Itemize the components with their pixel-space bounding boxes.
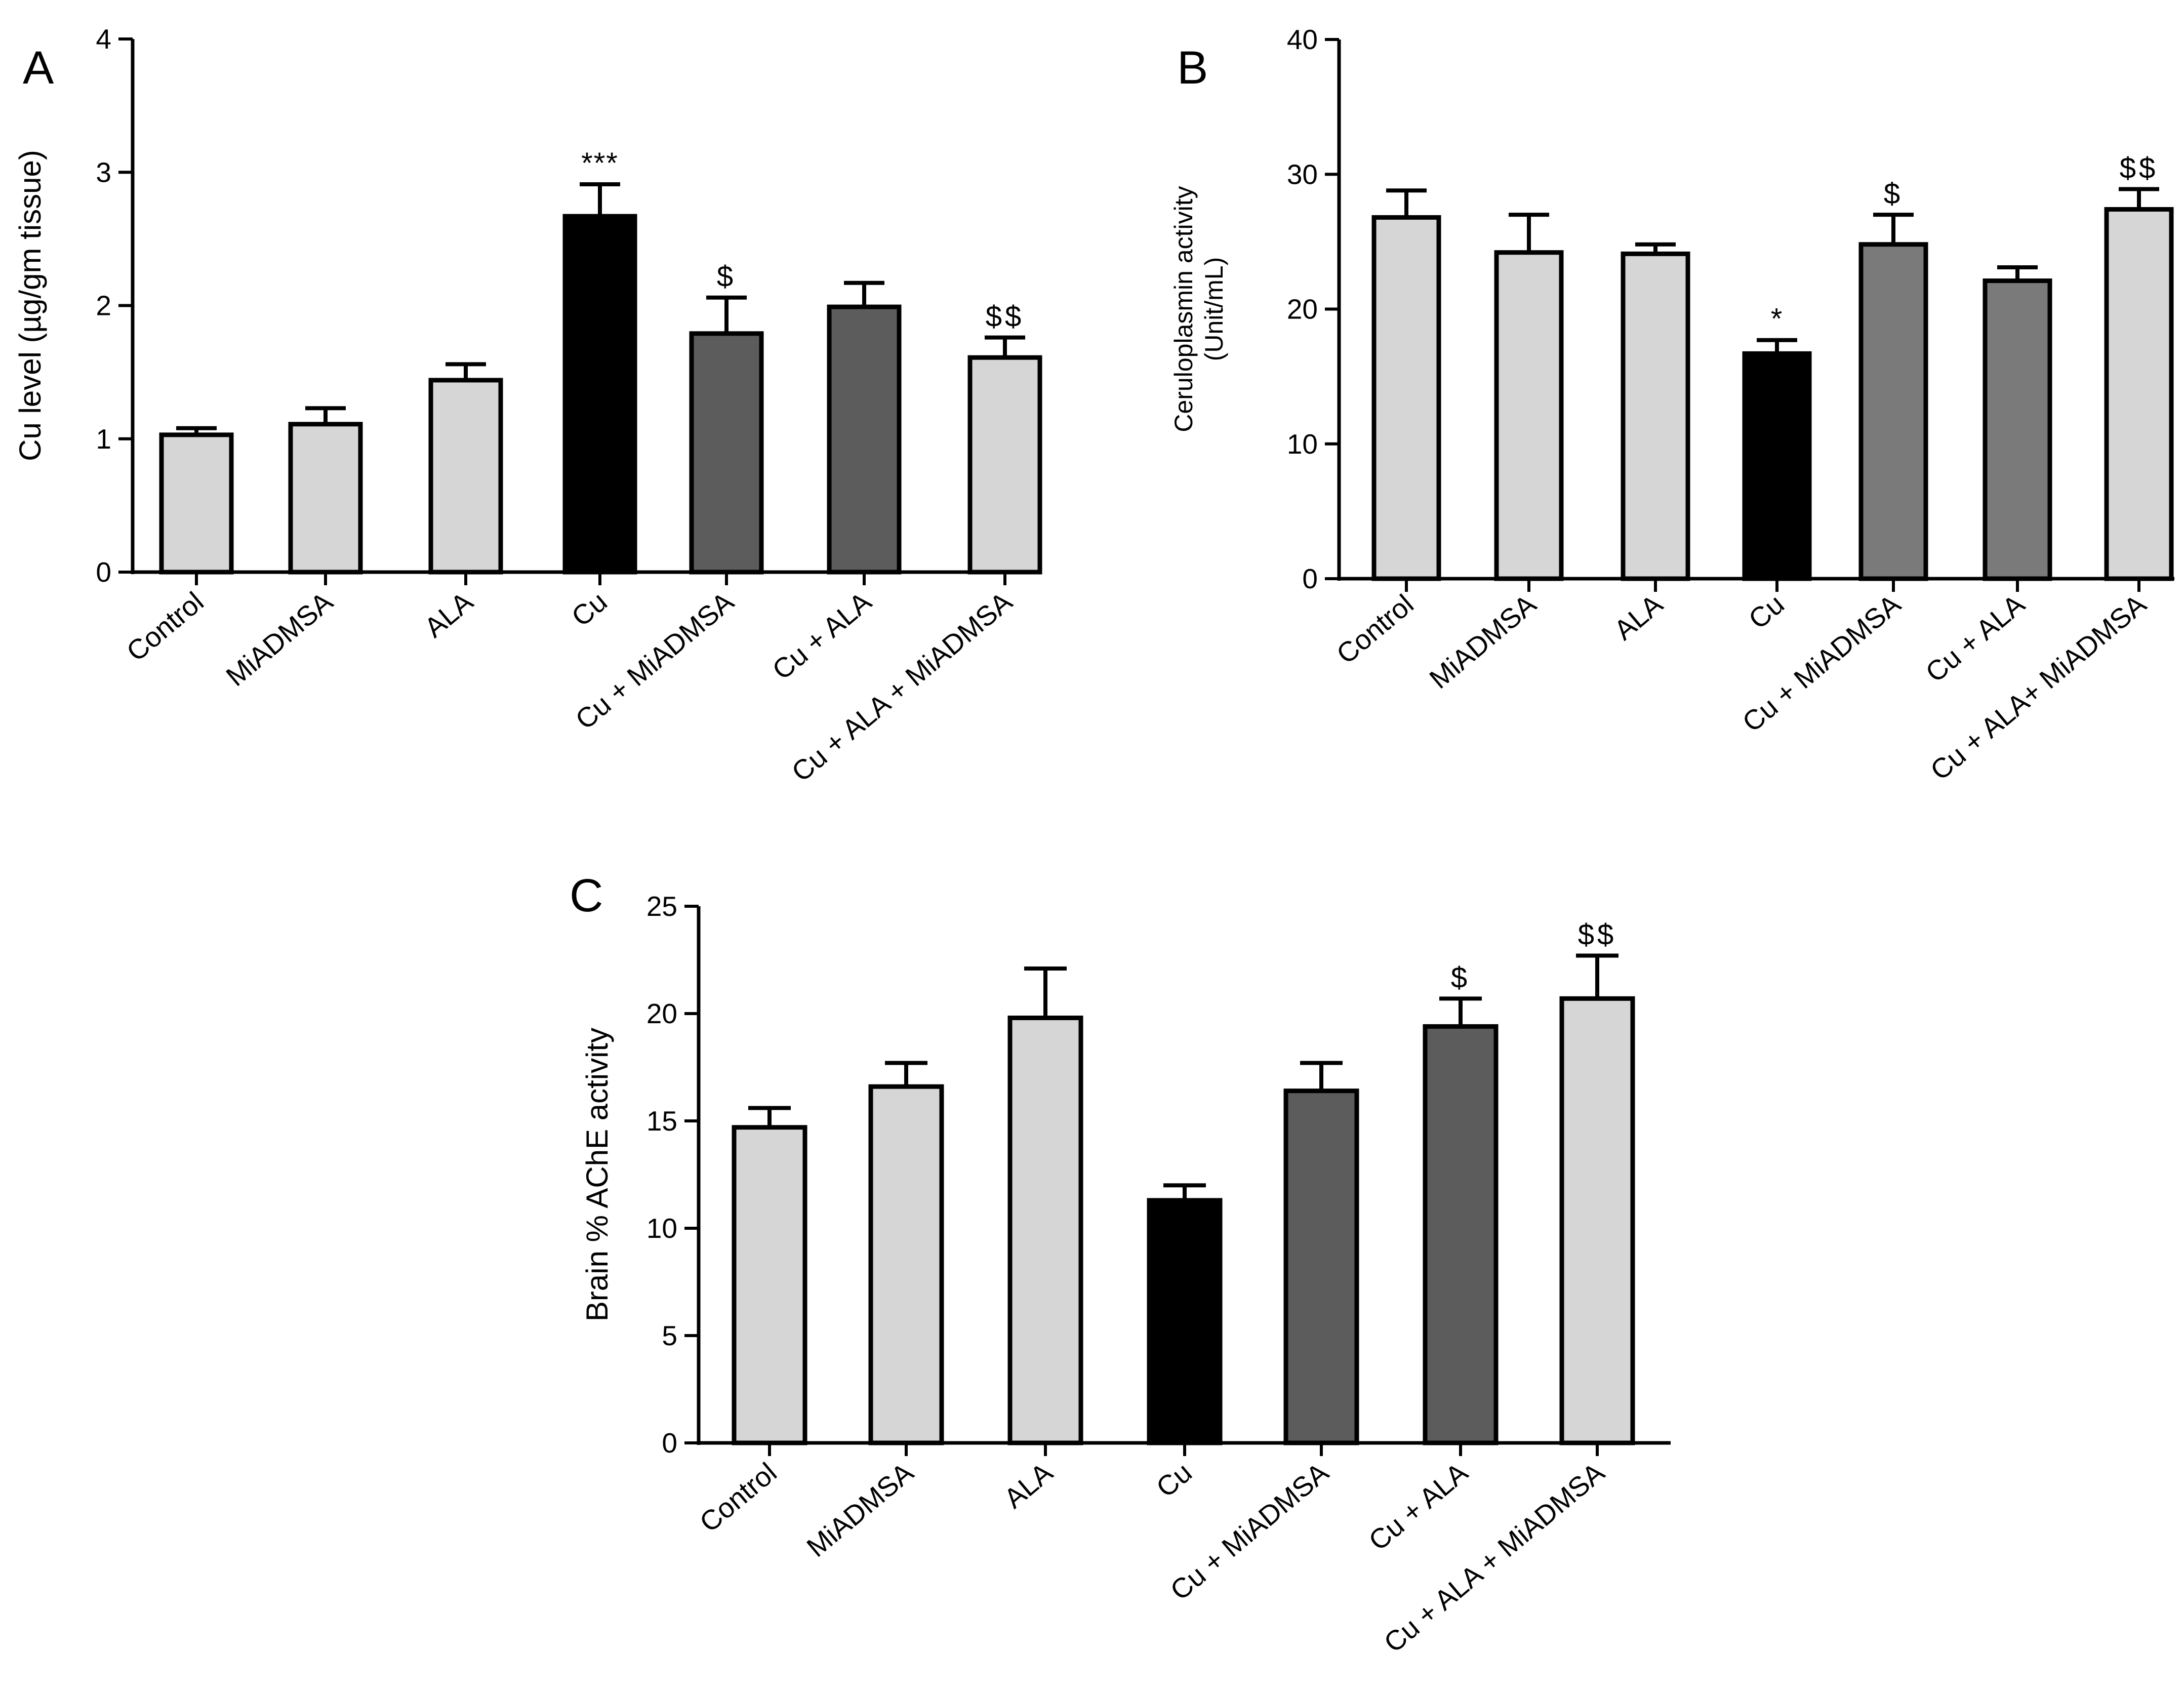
bar bbox=[1423, 1024, 1499, 1445]
panel-letter: A bbox=[23, 42, 54, 94]
bar bbox=[1371, 215, 1441, 581]
bar bbox=[1147, 1198, 1223, 1445]
significance-mark: $ bbox=[1884, 177, 1903, 210]
bar bbox=[562, 214, 637, 575]
y-tick-label: 0 bbox=[662, 1427, 677, 1459]
y-axis-label: Ceruloplasmin activity bbox=[1169, 186, 1198, 432]
category-label: Cu + ALA bbox=[1363, 1457, 1474, 1557]
y-tick-label: 30 bbox=[1287, 158, 1318, 190]
category-label: MiADMSA bbox=[1424, 588, 1542, 695]
significance-mark: $$ bbox=[2120, 152, 2159, 185]
category-label: Cu + ALA bbox=[766, 586, 877, 686]
y-tick-label: 3 bbox=[96, 156, 111, 188]
y-tick-label: 2 bbox=[96, 290, 111, 321]
significance-mark: $$ bbox=[986, 300, 1025, 333]
y-tick-label: 20 bbox=[1287, 294, 1318, 325]
y-axis-label: Cu level (µg/gm tissue) bbox=[13, 150, 47, 461]
significance-mark: $ bbox=[717, 260, 736, 293]
y-axis-label: Brain % AChE activity bbox=[580, 1028, 614, 1321]
category-label: Cu + ALA + MiADMSA bbox=[1378, 1456, 1610, 1658]
category-label: MiADMSA bbox=[801, 1456, 919, 1563]
y-tick-label: 4 bbox=[96, 23, 111, 55]
significance-mark: $ bbox=[1451, 961, 1470, 994]
bar bbox=[1983, 278, 2052, 581]
category-label: Cu + ALA bbox=[1920, 588, 2031, 689]
bar bbox=[1007, 1015, 1083, 1445]
bar bbox=[732, 1125, 807, 1445]
y-tick-label: 20 bbox=[646, 998, 677, 1029]
bar bbox=[868, 1084, 944, 1445]
panel-letter: B bbox=[1177, 42, 1208, 94]
category-label: Cu bbox=[1150, 1457, 1198, 1504]
y-tick-label: 0 bbox=[96, 556, 111, 588]
y-tick-label: 1 bbox=[96, 423, 111, 455]
bar bbox=[1621, 251, 1690, 581]
y-tick-label: 0 bbox=[1302, 563, 1318, 594]
bar bbox=[159, 432, 234, 575]
significance-mark: * bbox=[1771, 303, 1784, 336]
bar bbox=[1858, 242, 1928, 581]
significance-mark: *** bbox=[581, 147, 619, 180]
y-tick-label: 10 bbox=[646, 1213, 677, 1244]
y-tick-label: 15 bbox=[646, 1105, 677, 1137]
category-label: Cu + ALA+ MiADMSA bbox=[1924, 588, 2152, 786]
bar bbox=[1559, 996, 1635, 1445]
bar bbox=[1494, 250, 1564, 581]
y-tick-label: 25 bbox=[646, 891, 677, 922]
category-label: ALA bbox=[1608, 588, 1669, 647]
bar bbox=[827, 304, 902, 575]
panel-b-chart: B 0 10 20 30 40 Ceruloplasmin activity (Unit/mL… bbox=[1169, 24, 2174, 786]
category-label: Cu bbox=[1743, 588, 1790, 635]
bar bbox=[967, 355, 1042, 575]
category-label: ALA bbox=[418, 586, 479, 644]
y-axis-label: (Unit/mL) bbox=[1200, 257, 1228, 361]
panel-c-chart: C 0 5 10 15 20 25 Brain % AChE activity Control M… bbox=[570, 870, 1671, 1659]
category-label: Control bbox=[1330, 588, 1420, 670]
bar bbox=[1283, 1089, 1359, 1445]
panel-letter: C bbox=[570, 870, 603, 921]
bar bbox=[2104, 207, 2174, 581]
bar bbox=[428, 378, 503, 575]
panel-a-chart: A 0 1 2 3 4 Cu level (µg/gm tissue) Control MiAD… bbox=[13, 23, 1042, 788]
y-tick-label: 10 bbox=[1287, 428, 1318, 460]
category-label: ALA bbox=[998, 1457, 1059, 1515]
y-tick-label: 5 bbox=[662, 1320, 677, 1351]
category-label: MiADMSA bbox=[220, 585, 339, 692]
bar bbox=[1742, 351, 1812, 581]
significance-mark: $$ bbox=[1578, 918, 1617, 951]
bar bbox=[689, 331, 764, 575]
bar bbox=[288, 422, 363, 575]
y-tick-label: 40 bbox=[1287, 24, 1318, 55]
category-label: Cu bbox=[565, 586, 613, 633]
category-label: Control bbox=[694, 1457, 783, 1538]
category-label: Control bbox=[120, 586, 210, 667]
